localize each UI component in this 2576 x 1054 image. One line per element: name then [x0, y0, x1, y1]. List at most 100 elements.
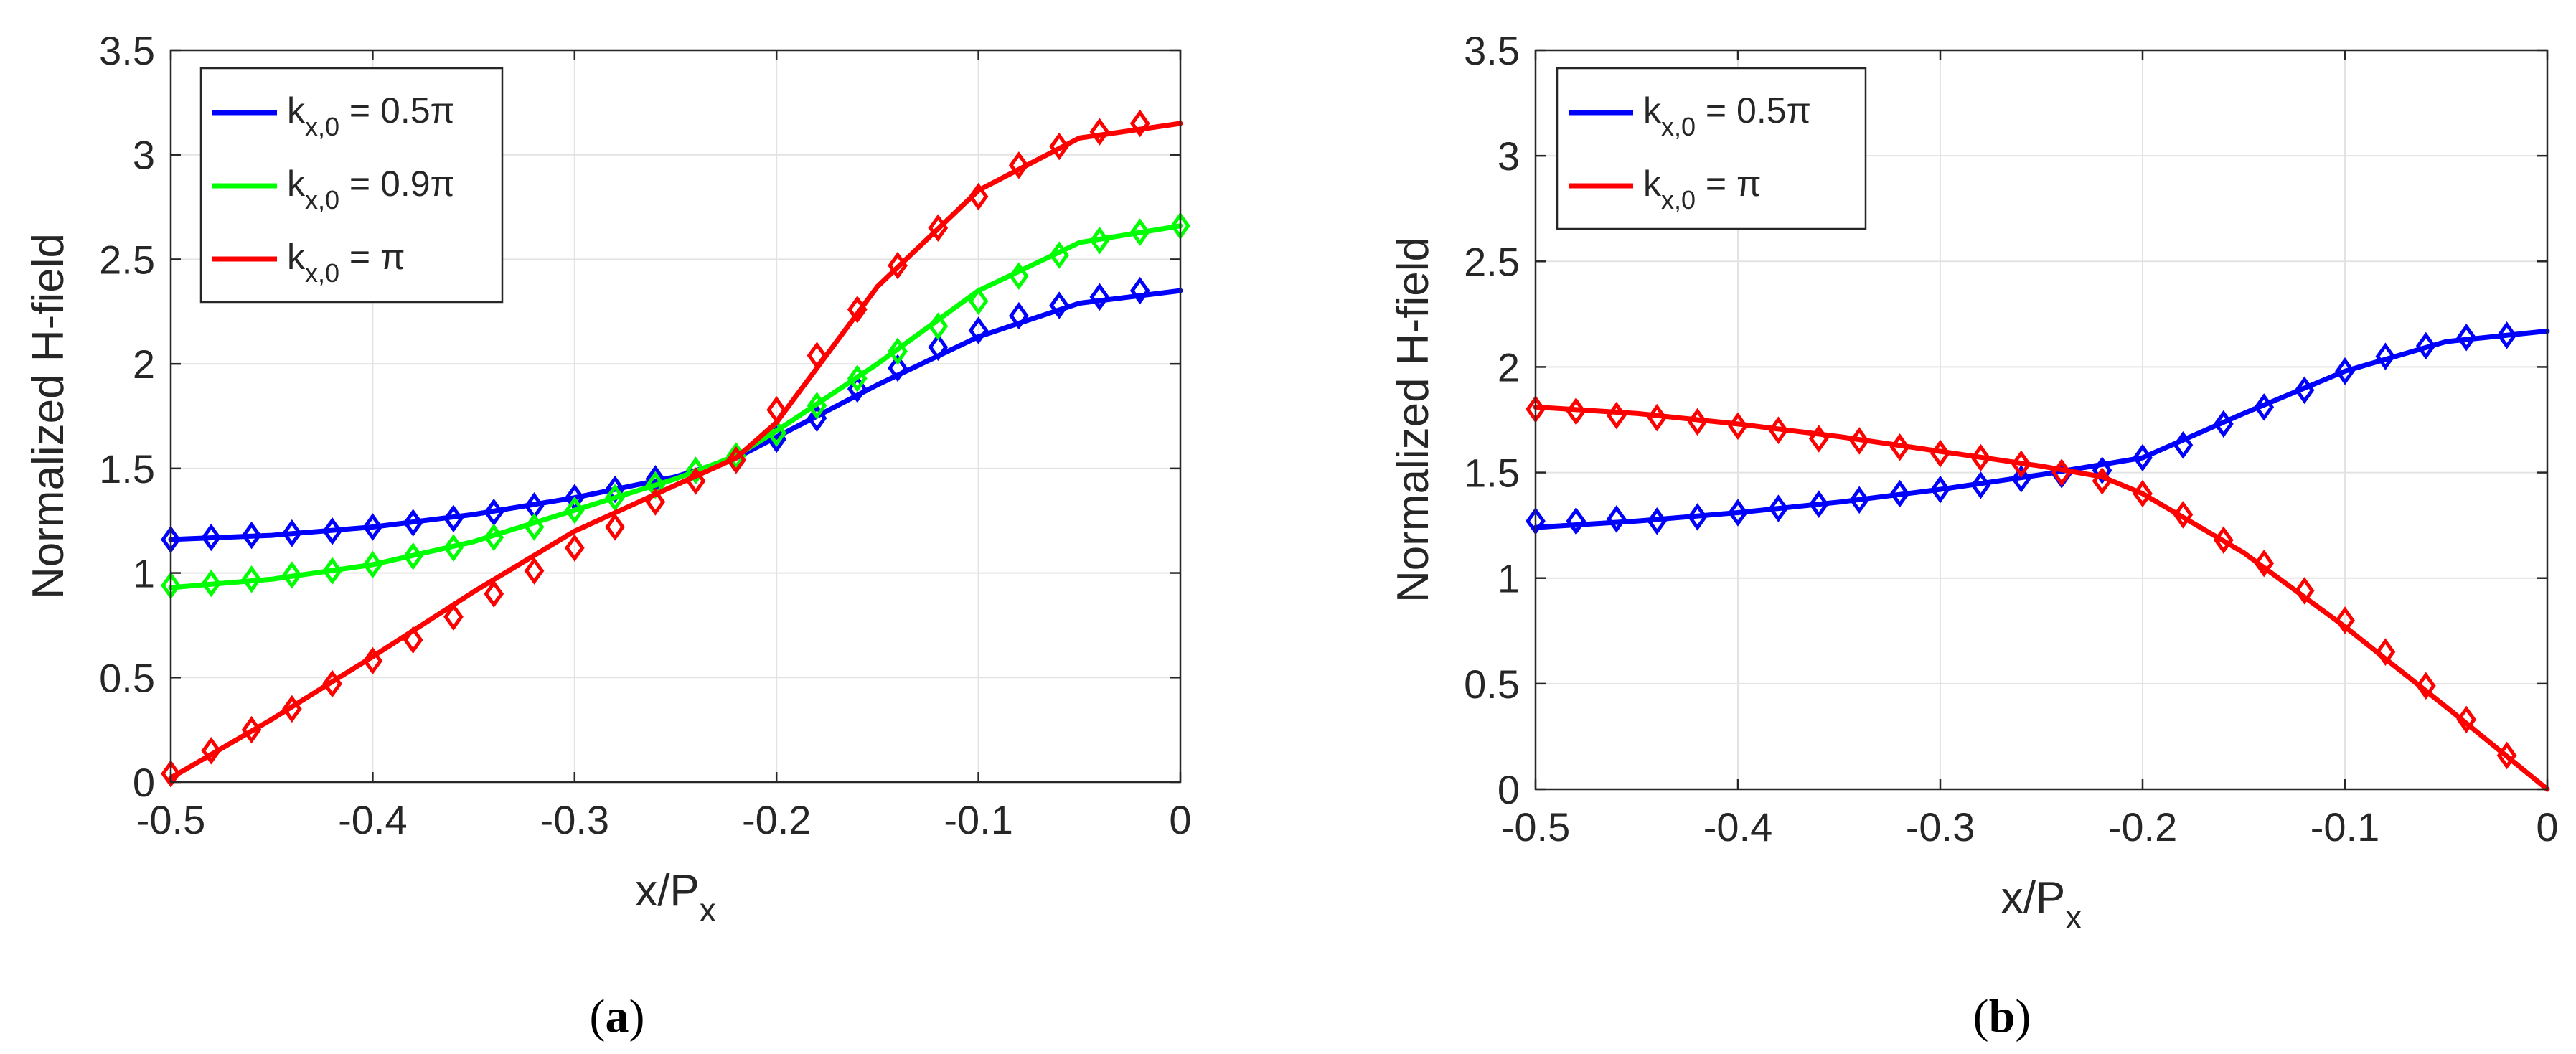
y-tick-label: 0 [1498, 767, 1520, 812]
data-point-marker [281, 561, 302, 589]
legend-entry-value: = 0.9π [339, 164, 455, 204]
data-point-marker [484, 523, 504, 552]
series-1 [1526, 395, 2550, 792]
y-tick-label: 3 [133, 133, 155, 178]
data-point-marker [524, 513, 545, 541]
y-tick-label: 0 [133, 760, 155, 805]
legend-entry-value: = 0.5π [339, 90, 455, 131]
x-tick-label: -0.1 [2311, 804, 2380, 850]
data-point-marker [928, 214, 949, 242]
data-point-marker [281, 519, 302, 547]
data-point-marker [2456, 323, 2477, 352]
y-tick-label: 2.5 [99, 237, 155, 282]
x-axis-label-subscript: x [2065, 898, 2082, 936]
data-point-marker [1768, 416, 1789, 444]
data-point-marker [1970, 471, 1991, 499]
legend-entry-subscript: x,0 [305, 112, 339, 141]
data-point-marker [1687, 503, 1708, 531]
data-point-marker [928, 312, 949, 340]
data-point-marker [241, 521, 262, 550]
axes-frame [1534, 49, 2549, 791]
data-point-marker [241, 565, 262, 593]
data-point-marker [1089, 118, 1110, 146]
legend-entry: kx,0 = π [287, 237, 405, 288]
x-tick-label: -0.4 [1703, 804, 1773, 850]
data-point-marker [2173, 431, 2194, 459]
caption-open-paren: ( [590, 990, 606, 1043]
series-1 [161, 212, 1190, 600]
legend-entry-subscript: x,0 [305, 258, 339, 288]
data-point-marker [1889, 479, 1910, 508]
data-point-marker [1008, 151, 1029, 179]
data-point-marker [1808, 425, 1829, 453]
x-tick-label: 0 [2536, 804, 2558, 850]
data-point-marker [1849, 486, 1870, 514]
data-point-marker [2415, 331, 2436, 360]
data-point-marker [1008, 262, 1029, 291]
data-point-marker [726, 446, 746, 474]
data-point-marker [1089, 226, 1110, 255]
y-tick-label: 1.5 [99, 446, 155, 491]
data-point-marker [928, 333, 949, 362]
data-point-marker [2335, 357, 2355, 385]
data-point-marker [1566, 507, 1587, 535]
data-point-marker [362, 646, 383, 675]
data-point-marker [2335, 606, 2355, 634]
data-point-marker [443, 603, 464, 631]
legend-entry-k: k [1643, 90, 1662, 131]
legend-entry-k: k [287, 90, 306, 131]
data-point-marker [2092, 456, 2112, 484]
data-point-marker [564, 534, 585, 562]
x-tick-label: -0.3 [540, 797, 610, 842]
data-point-marker [362, 550, 383, 579]
data-point-marker [968, 316, 989, 344]
data-point-marker [1606, 505, 1627, 533]
x-tick-label: -0.2 [2108, 804, 2178, 850]
data-point-marker [685, 456, 706, 485]
data-point-marker [847, 364, 868, 392]
data-point-marker [403, 509, 423, 537]
y-tick-label: 2 [1498, 344, 1520, 390]
data-point-marker [1129, 109, 1150, 138]
series-2 [161, 109, 1183, 788]
data-point-marker [2213, 410, 2234, 438]
data-point-marker [201, 737, 222, 765]
legend-entry-subscript: x,0 [305, 185, 339, 215]
data-point-marker [2415, 672, 2436, 700]
legend-entry: kx,0 = 0.5π [287, 90, 455, 141]
data-point-marker [2133, 479, 2153, 508]
data-point-marker [605, 484, 625, 512]
legend-entry: kx,0 = 0.5π [1643, 90, 1811, 141]
y-tick-label: 1 [1498, 556, 1520, 601]
x-tick-label: -0.3 [1906, 804, 1975, 850]
data-point-marker [1849, 427, 1870, 455]
data-point-marker [1889, 433, 1910, 461]
legend-box [1556, 67, 1867, 230]
data-point-marker [807, 342, 827, 370]
data-point-marker [1129, 218, 1150, 246]
data-point-marker [888, 251, 908, 280]
data-point-marker [1930, 475, 1950, 504]
x-tick-label: -0.5 [136, 797, 206, 842]
data-point-marker [2496, 321, 2517, 349]
data-point-marker [847, 296, 868, 324]
data-point-marker [201, 523, 222, 552]
data-point-marker [322, 557, 343, 585]
chart-panel-b: -0.5 -0.4 -0.3 -0.2 -0.1 0 0 0.5 1 1.5 2 2.5 3 3.5 x/P… [1388, 28, 2559, 1043]
data-point-marker [645, 488, 666, 516]
data-point-marker [403, 626, 423, 654]
data-point-marker [605, 513, 625, 541]
y-tick-label: 0.5 [1464, 662, 1520, 707]
caption-letter: b [1989, 990, 2016, 1043]
legend-entry-value: = 0.5π [1696, 90, 1811, 131]
data-point-marker [281, 695, 302, 723]
panel-caption: (b) [1973, 990, 2031, 1043]
data-point-marker [1049, 241, 1070, 269]
data-point-marker [968, 182, 989, 211]
data-point-marker [1008, 301, 1029, 330]
y-tick-label: 3.5 [1464, 28, 1520, 73]
y-axis-label: Normalized H-field [24, 233, 73, 599]
x-axis-label-main: x/P [2001, 873, 2066, 923]
data-point-marker [362, 513, 383, 541]
panel-caption: (a) [590, 990, 645, 1043]
